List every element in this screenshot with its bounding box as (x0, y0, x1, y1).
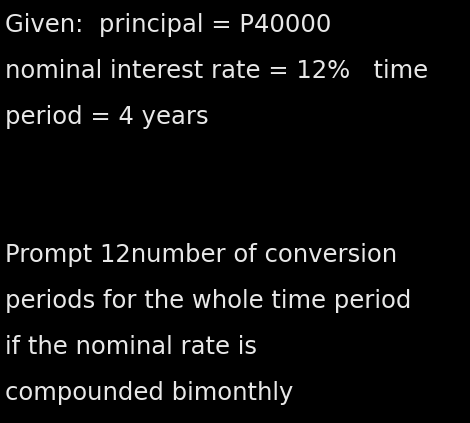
Text: periods for the whole time period: periods for the whole time period (5, 289, 411, 313)
Text: nominal interest rate = 12%   time: nominal interest rate = 12% time (5, 59, 428, 83)
Text: Given:  principal = P40000: Given: principal = P40000 (5, 13, 331, 37)
Text: period = 4 years: period = 4 years (5, 105, 209, 129)
Text: if the nominal rate is: if the nominal rate is (5, 335, 257, 359)
Text: compounded bimonthly: compounded bimonthly (5, 381, 293, 405)
Text: Prompt 12number of conversion: Prompt 12number of conversion (5, 243, 397, 267)
